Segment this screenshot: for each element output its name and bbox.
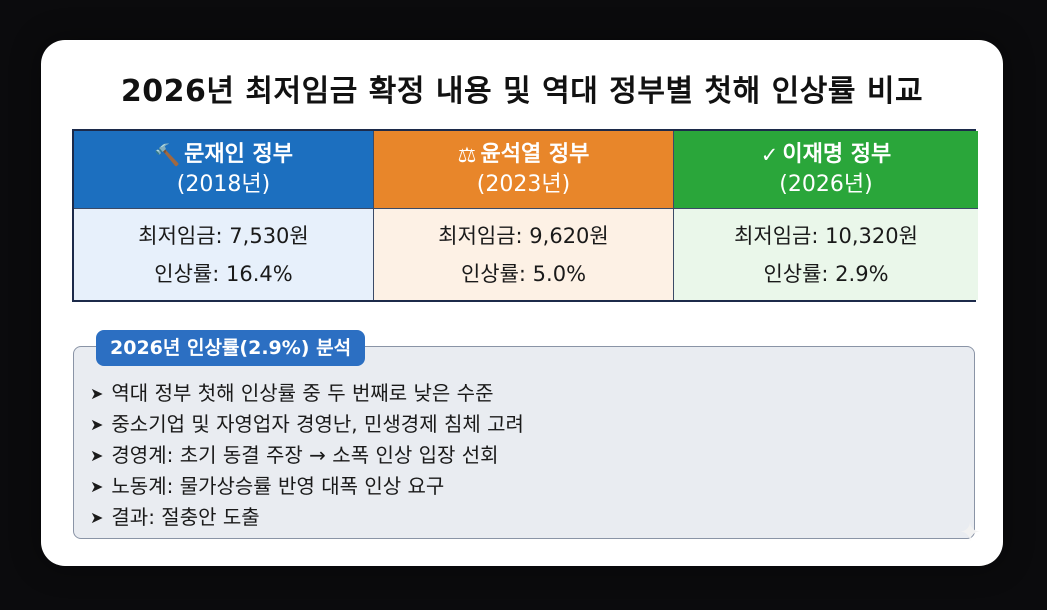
- increase-rate-value: 인상률: 16.4%: [154, 261, 293, 286]
- government-year: (2026년): [779, 171, 873, 197]
- minimum-wage-value: 최저임금: 9,620원: [438, 223, 609, 248]
- gavel-icon: 🔨: [153, 142, 181, 167]
- increase-rate-value: 인상률: 5.0%: [460, 261, 587, 286]
- minimum-wage-value: 최저임금: 10,320원: [734, 223, 918, 248]
- government-name: 윤석열 정부: [480, 141, 590, 167]
- government-name: 이재명 정부: [782, 141, 892, 167]
- column-header: ⚖ 윤석열 정부 (2023년): [374, 131, 673, 208]
- checkmark-icon: ✓: [760, 142, 779, 167]
- analysis-list: ➤ 역대 정부 첫해 인상률 중 두 번째로 낮은 수준 ➤ 중소기업 및 자영…: [90, 378, 524, 533]
- list-item-text: 결과: 절충안 도출: [111, 505, 260, 529]
- column-header: ✓ 이재명 정부 (2026년): [674, 131, 978, 208]
- column-body: 최저임금: 10,320원 인상률: 2.9%: [674, 208, 978, 300]
- government-year: (2023년): [476, 171, 571, 197]
- list-item: ➤ 노동계: 물가상승률 반영 대폭 인상 요구: [90, 471, 524, 502]
- analysis-box: 2026년 인상률(2.9%) 분석 ➤ 역대 정부 첫해 인상률 중 두 번째…: [73, 330, 975, 539]
- government-comparison-table: 🔨 문재인 정부 (2018년) 최저임금: 7,530원 인상률: 16.4%…: [72, 129, 978, 302]
- list-item: ➤ 역대 정부 첫해 인상률 중 두 번째로 낮은 수준: [90, 378, 524, 409]
- arrow-bullet-icon: ➤: [90, 446, 104, 465]
- arrow-bullet-icon: ➤: [90, 384, 104, 403]
- infographic-card: 2026년 최저임금 확정 내용 및 역대 정부별 첫해 인상률 비교 🔨 문재…: [41, 40, 1003, 566]
- list-item-text: 역대 정부 첫해 인상률 중 두 번째로 낮은 수준: [111, 381, 494, 405]
- page-title: 2026년 최저임금 확정 내용 및 역대 정부별 첫해 인상률 비교: [120, 74, 924, 109]
- government-column-moon: 🔨 문재인 정부 (2018년) 최저임금: 7,530원 인상률: 16.4%: [74, 131, 374, 300]
- minimum-wage-value: 최저임금: 7,530원: [138, 223, 309, 248]
- government-name: 문재인 정부: [184, 141, 294, 167]
- list-item-text: 경영계: 초기 동결 주장 → 소폭 인상 입장 선회: [111, 443, 499, 467]
- list-item: ➤ 경영계: 초기 동결 주장 → 소폭 인상 입장 선회: [90, 440, 524, 471]
- list-item-text: 노동계: 물가상승률 반영 대폭 인상 요구: [111, 474, 445, 498]
- column-body: 최저임금: 9,620원 인상률: 5.0%: [374, 208, 673, 300]
- arrow-bullet-icon: ➤: [90, 508, 104, 527]
- arrow-bullet-icon: ➤: [90, 477, 104, 496]
- list-item: ➤ 결과: 절충안 도출: [90, 502, 524, 533]
- arrow-bullet-icon: ➤: [90, 415, 104, 434]
- analysis-tag: 2026년 인상률(2.9%) 분석: [96, 330, 366, 366]
- list-item-text: 중소기업 및 자영업자 경영난, 민생경제 침체 고려: [111, 412, 524, 436]
- column-body: 최저임금: 7,530원 인상률: 16.4%: [74, 208, 373, 300]
- increase-rate-value: 인상률: 2.9%: [763, 261, 889, 286]
- government-column-yoon: ⚖ 윤석열 정부 (2023년) 최저임금: 9,620원 인상률: 5.0%: [374, 131, 674, 300]
- column-header: 🔨 문재인 정부 (2018년): [74, 131, 373, 208]
- sparkle-icon: ✦: [959, 518, 981, 548]
- government-column-lee: ✓ 이재명 정부 (2026년) 최저임금: 10,320원 인상률: 2.9%: [674, 131, 978, 300]
- scales-icon: ⚖: [457, 142, 477, 167]
- list-item: ➤ 중소기업 및 자영업자 경영난, 민생경제 침체 고려: [90, 409, 524, 440]
- government-year: (2018년): [176, 171, 271, 197]
